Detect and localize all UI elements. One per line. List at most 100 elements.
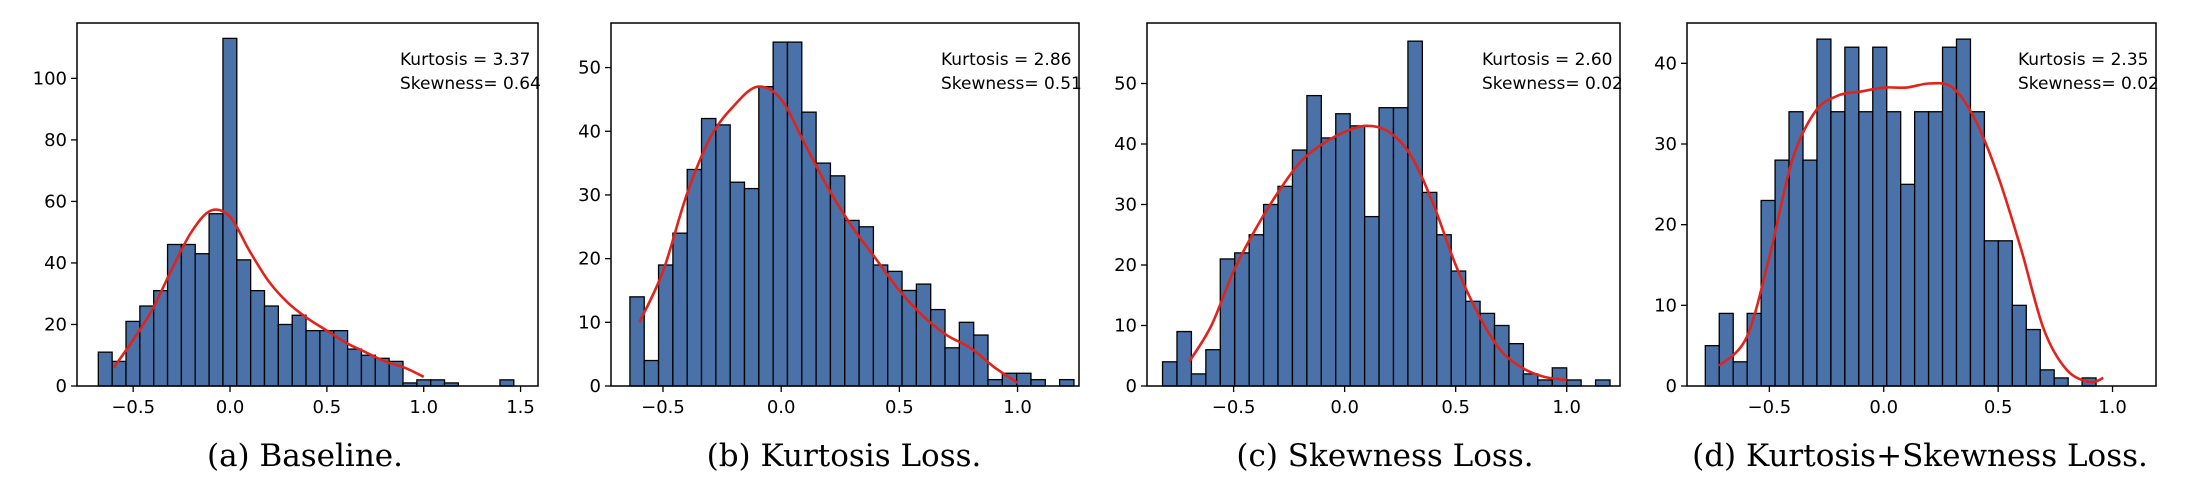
histogram-bar <box>1941 46 1958 387</box>
kurtosis-annotation: Kurtosis = 2.60 <box>1482 50 1612 70</box>
histogram-bar <box>1335 113 1351 387</box>
x-tick-label: 0.5 <box>1441 397 1470 418</box>
y-tick-label: 30 <box>578 185 601 206</box>
histogram-bar <box>958 321 975 387</box>
histogram-bar <box>1594 379 1611 387</box>
y-tick-label: 0 <box>1126 376 1137 397</box>
histogram-bar <box>1774 159 1790 387</box>
histogram-bar <box>1858 111 1874 387</box>
y-tick-label: 10 <box>1654 295 1677 316</box>
y-tick-label: 40 <box>578 121 601 142</box>
histogram-panel-b: −0.5 0.0 0.5 1.0 0 10 20 30 40 50 Kurtosis = 2.86 S… <box>578 22 1082 474</box>
x-tick-label: −0.5 <box>1748 397 1792 418</box>
histogram-bar <box>829 175 846 387</box>
histogram-bar <box>758 86 774 387</box>
x-tick-label: 0.5 <box>1984 397 2013 418</box>
histogram-bar <box>1802 159 1818 387</box>
x-tick-label: 0.5 <box>885 397 914 418</box>
histogram-bar <box>1900 183 1916 387</box>
histogram-bar <box>1830 111 1846 387</box>
histogram-bar <box>815 162 832 387</box>
histogram-bar <box>987 378 1003 387</box>
x-tick-label: −0.5 <box>641 397 685 418</box>
skewness-annotation: Skewness= 0.02 <box>2018 74 2159 94</box>
histogram-bar <box>2039 369 2055 387</box>
histogram-bar <box>208 213 224 387</box>
histogram-bar <box>700 117 717 387</box>
panel-caption: (a) Baseline. <box>207 438 403 474</box>
histogram-bar <box>416 379 432 387</box>
y-tick-label: 40 <box>1114 134 1137 155</box>
histogram-bar <box>1844 46 1860 387</box>
histogram-panel-a: −0.5 0.0 0.5 1.0 1.5 0 20 40 60 80 100 Kurtosis = 3… <box>33 22 541 474</box>
histogram-bar <box>1886 111 1902 387</box>
density-curve <box>112 208 425 378</box>
histogram-bar <box>1927 111 1944 387</box>
histogram-bar <box>1537 379 1553 387</box>
axes-frame <box>76 22 539 387</box>
histogram-bar <box>1306 94 1322 387</box>
histogram-bar <box>672 232 688 387</box>
histogram-bar <box>1551 367 1568 387</box>
histogram-bar <box>1969 111 1986 387</box>
kurtosis-annotation: Kurtosis = 2.35 <box>2018 50 2148 70</box>
x-tick-label: 0.5 <box>313 397 342 418</box>
x-tick-label: 1.0 <box>2098 397 2127 418</box>
histogram-bar <box>657 264 674 387</box>
y-tick-label: 50 <box>1114 74 1137 95</box>
histogram-bar <box>1872 46 1888 387</box>
histogram-bar <box>901 289 918 387</box>
y-tick-label: 100 <box>33 68 67 89</box>
histogram-bar <box>2053 377 2069 387</box>
histogram-bar <box>1205 349 1221 387</box>
histogram-bar <box>236 259 252 387</box>
x-tick-label: 0.0 <box>767 397 796 418</box>
skewness-annotation: Skewness= 0.51 <box>941 74 1082 94</box>
histogram-bar <box>1760 199 1776 387</box>
histogram-bar <box>1015 372 1032 387</box>
histogram-bar <box>2011 304 2027 387</box>
histogram-bar <box>1566 379 1582 387</box>
axes-frame <box>1686 22 2157 387</box>
histogram-bar <box>277 323 293 387</box>
density-curve <box>1718 81 2104 384</box>
histogram-bar <box>1746 312 1762 387</box>
histogram-bar <box>291 314 307 387</box>
x-tick-label: 0.0 <box>216 397 245 418</box>
histogram-bar <box>305 329 321 387</box>
histogram-bar <box>944 347 961 387</box>
histogram-bar <box>1955 38 1972 387</box>
panel-caption: (d) Kurtosis+Skewness Loss. <box>1692 438 2148 474</box>
histogram-bar <box>1450 270 1467 387</box>
histogram-bar <box>1176 330 1193 387</box>
y-tick-label: 50 <box>578 58 601 79</box>
histogram-bar <box>1277 185 1294 387</box>
histogram-bar <box>194 253 210 387</box>
histogram-bar <box>1522 373 1539 387</box>
y-tick-label: 20 <box>1654 215 1677 236</box>
y-tick-label: 10 <box>578 312 601 333</box>
histogram-bar <box>1161 361 1178 387</box>
y-tick-label: 30 <box>1654 134 1677 155</box>
histogram-bar <box>1421 191 1438 387</box>
y-tick-label: 80 <box>44 130 67 151</box>
density-curve <box>1188 124 1567 382</box>
x-tick-label: 0.0 <box>1330 397 1359 418</box>
histogram-bar <box>2025 328 2041 387</box>
histogram-bar <box>1363 215 1380 387</box>
histogram-bar <box>1913 111 1930 387</box>
histogram-bar <box>1718 312 1734 387</box>
histogram-bar <box>1234 252 1250 387</box>
histogram-bar <box>930 308 946 387</box>
histogram-bar <box>1997 240 2013 387</box>
histogram-bar <box>1320 137 1337 387</box>
y-tick-label: 0 <box>1666 376 1677 397</box>
histogram-bar <box>249 289 266 387</box>
histogram-bar <box>499 379 515 387</box>
histogram-bar <box>180 243 196 387</box>
kurtosis-annotation: Kurtosis = 2.86 <box>941 50 1071 70</box>
histogram-bar <box>1248 234 1265 387</box>
y-tick-label: 0 <box>56 376 67 397</box>
histogram-bar <box>1219 258 1236 387</box>
